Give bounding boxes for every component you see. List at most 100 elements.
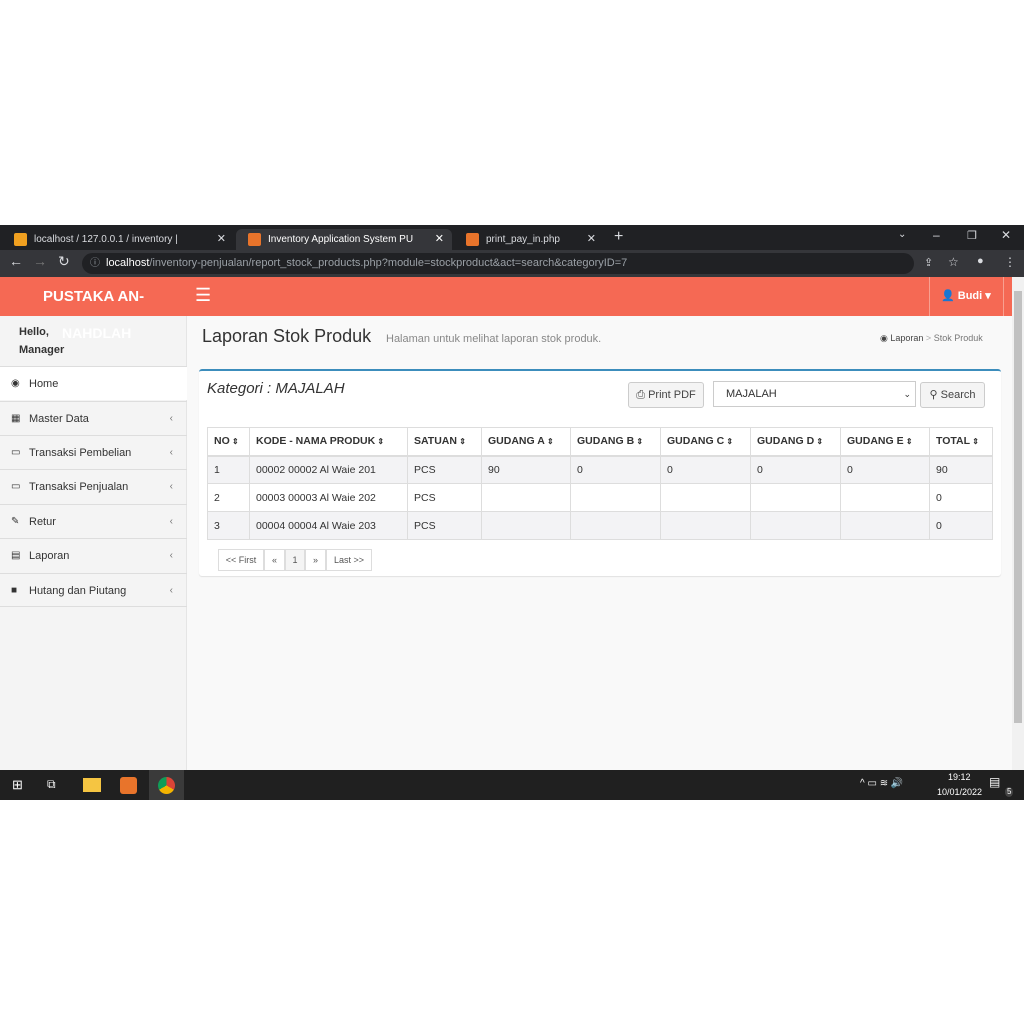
clock-time[interactable]: 19:12 — [948, 772, 971, 782]
chevron-left-icon: ‹ — [169, 481, 173, 492]
category-select[interactable]: MAJALAH ⌄ — [713, 381, 916, 407]
sidebar: Hello, NAHDLAH Manager ◉ Home ▦ Master Dat… — [0, 316, 187, 770]
reload-icon[interactable]: ↻ — [58, 253, 70, 269]
table-cell: PCS — [407, 455, 482, 484]
chrome-icon — [158, 777, 175, 794]
url-input[interactable]: ⓘ localhost/inventory-penjualan/report_st… — [82, 253, 914, 274]
table-cell — [481, 511, 571, 540]
sort-icon: ⇕ — [229, 437, 239, 447]
hamburger-menu-icon[interactable]: ☰ — [195, 285, 212, 305]
column-header[interactable]: TOTAL ⇕ — [929, 427, 993, 457]
table-cell: 90 — [481, 455, 571, 484]
table-row: 1 00002 00002 Al Waie 201 PCS 90 0 0 0 0 90 — [207, 455, 993, 484]
table-cell: 1 — [207, 455, 250, 484]
page-title: Laporan Stok Produk — [202, 326, 372, 346]
table-cell: 00003 00003 Al Waie 202 — [249, 483, 408, 512]
column-header[interactable]: GUDANG D ⇕ — [750, 427, 841, 457]
sidebar-item-transaksi-penjualan[interactable]: ▭ Transaksi Penjualan ‹ — [0, 469, 187, 503]
pagination-item[interactable]: Last >> — [326, 549, 372, 571]
scrollbar-thumb[interactable] — [1014, 291, 1022, 723]
dashboard-icon: ◉ — [11, 378, 20, 389]
table-cell: 2 — [207, 483, 250, 512]
sidebar-item-retur[interactable]: ✎ Retur ‹ — [0, 504, 187, 538]
sort-icon: ⇕ — [970, 437, 979, 447]
sidebar-item-hutang-piutang[interactable]: ■ Hutang dan Piutang ‹ — [0, 573, 187, 607]
sort-icon: ⇕ — [814, 437, 824, 447]
laptop-icon: ▭ — [11, 481, 21, 492]
chart-icon: ▤ — [11, 550, 21, 561]
browser-tab[interactable]: localhost / 127.0.0.1 / inventory | ✕ — [2, 229, 234, 250]
user-icon: 👤 — [941, 290, 955, 302]
column-header[interactable]: NO ⇕ — [207, 427, 250, 457]
clock-date[interactable]: 10/01/2022 — [937, 787, 983, 797]
notification-count: 5 — [1005, 787, 1014, 797]
sidebar-item-home[interactable]: ◉ Home — [0, 366, 187, 400]
scrollbar[interactable] — [1012, 277, 1024, 770]
table-cell — [660, 483, 751, 512]
column-header[interactable]: KODE - NAMA PRODUK ⇕ — [249, 427, 408, 457]
browser-tab-bar: localhost / 127.0.0.1 / inventory | ✕ Inv… — [0, 225, 1024, 250]
sidebar-item-laporan[interactable]: ▤ Laporan ‹ — [0, 538, 187, 572]
column-header[interactable]: GUDANG A ⇕ — [481, 427, 571, 457]
chrome-taskbar-button[interactable] — [149, 770, 184, 800]
back-icon[interactable]: ← — [9, 253, 23, 269]
task-view-icon[interactable]: ⧉ — [47, 777, 56, 791]
print-pdf-button[interactable]: ⎙ Print PDF — [628, 382, 704, 408]
windows-start-icon[interactable]: ⊞ — [12, 777, 23, 792]
search-icon: ⚲ — [929, 389, 938, 401]
brand-logo[interactable]: PUSTAKA AN- — [43, 288, 145, 305]
user-menu-button[interactable]: 👤 Budi ▾ — [929, 277, 1004, 316]
xampp-icon[interactable] — [120, 777, 137, 794]
pagination-item[interactable]: << First — [218, 549, 264, 571]
table-cell: 0 — [929, 511, 993, 540]
restore-icon[interactable]: ❐ — [967, 230, 977, 242]
column-header[interactable]: GUDANG B ⇕ — [570, 427, 661, 457]
table-cell: PCS — [407, 511, 482, 540]
chevron-down-icon: ⌄ — [903, 389, 911, 399]
column-header[interactable]: SATUAN ⇕ — [407, 427, 482, 457]
sort-icon: ⇕ — [375, 437, 385, 447]
close-icon[interactable]: ✕ — [216, 233, 226, 245]
table-cell — [570, 511, 661, 540]
window-close-icon[interactable]: ✕ — [1001, 228, 1012, 242]
pagination-item[interactable]: » — [305, 549, 326, 571]
star-icon[interactable]: ☆ — [948, 255, 959, 269]
address-bar-row: ← → ↻ ⓘ localhost/inventory-penjualan/rep… — [0, 250, 1024, 277]
table-cell — [840, 511, 930, 540]
table-cell: 0 — [840, 455, 930, 484]
table-cell: PCS — [407, 483, 482, 512]
notification-icon[interactable]: ▤ — [989, 775, 1001, 789]
sort-icon: ⇕ — [456, 437, 466, 447]
close-icon[interactable]: ✕ — [586, 233, 596, 245]
sidebar-item-master-data[interactable]: ▦ Master Data ‹ — [0, 401, 187, 435]
browser-tab-active[interactable]: Inventory Application System PU ✕ — [236, 229, 452, 250]
tray-icons[interactable]: ^ ▭ ≋ 🔊 — [860, 778, 904, 789]
search-button[interactable]: ⚲ Search — [920, 382, 985, 408]
sort-icon: ⇕ — [724, 437, 734, 447]
pagination-item[interactable]: « — [264, 549, 285, 571]
close-icon[interactable]: ✕ — [434, 233, 444, 245]
column-header[interactable]: GUDANG E ⇕ — [840, 427, 930, 457]
share-icon[interactable]: ⇪ — [924, 257, 934, 269]
minimize-icon[interactable]: – — [933, 228, 940, 242]
chevron-left-icon: ‹ — [169, 585, 173, 596]
sort-icon: ⇕ — [634, 437, 644, 447]
menu-dots-icon[interactable]: ⋮ — [1004, 255, 1016, 269]
table-cell — [481, 483, 571, 512]
table-row: 3 00004 00004 Al Waie 203 PCS 0 — [207, 511, 993, 540]
pagination-item[interactable]: 1 — [285, 549, 305, 571]
chevron-down-icon[interactable]: ⌄ — [898, 229, 907, 240]
profile-icon[interactable]: ● — [977, 255, 984, 267]
new-tab-icon[interactable]: + — [614, 228, 624, 245]
column-header[interactable]: GUDANG C ⇕ — [660, 427, 751, 457]
sidebar-item-transaksi-pembelian[interactable]: ▭ Transaksi Pembelian ‹ — [0, 435, 187, 469]
sort-icon: ⇕ — [544, 437, 554, 447]
browser-tab[interactable]: print_pay_in.php ✕ — [454, 229, 604, 250]
breadcrumb-laporan[interactable]: Laporan — [890, 333, 924, 343]
file-explorer-icon[interactable] — [83, 778, 101, 792]
page-subtitle: Halaman untuk melihat laporan stok produ… — [386, 333, 602, 345]
table-cell — [840, 483, 930, 512]
app-header: PUSTAKA AN- ☰ 👤 Budi ▾ — [0, 277, 1012, 316]
forward-icon[interactable]: → — [33, 253, 47, 269]
table-cell: 90 — [929, 455, 993, 484]
